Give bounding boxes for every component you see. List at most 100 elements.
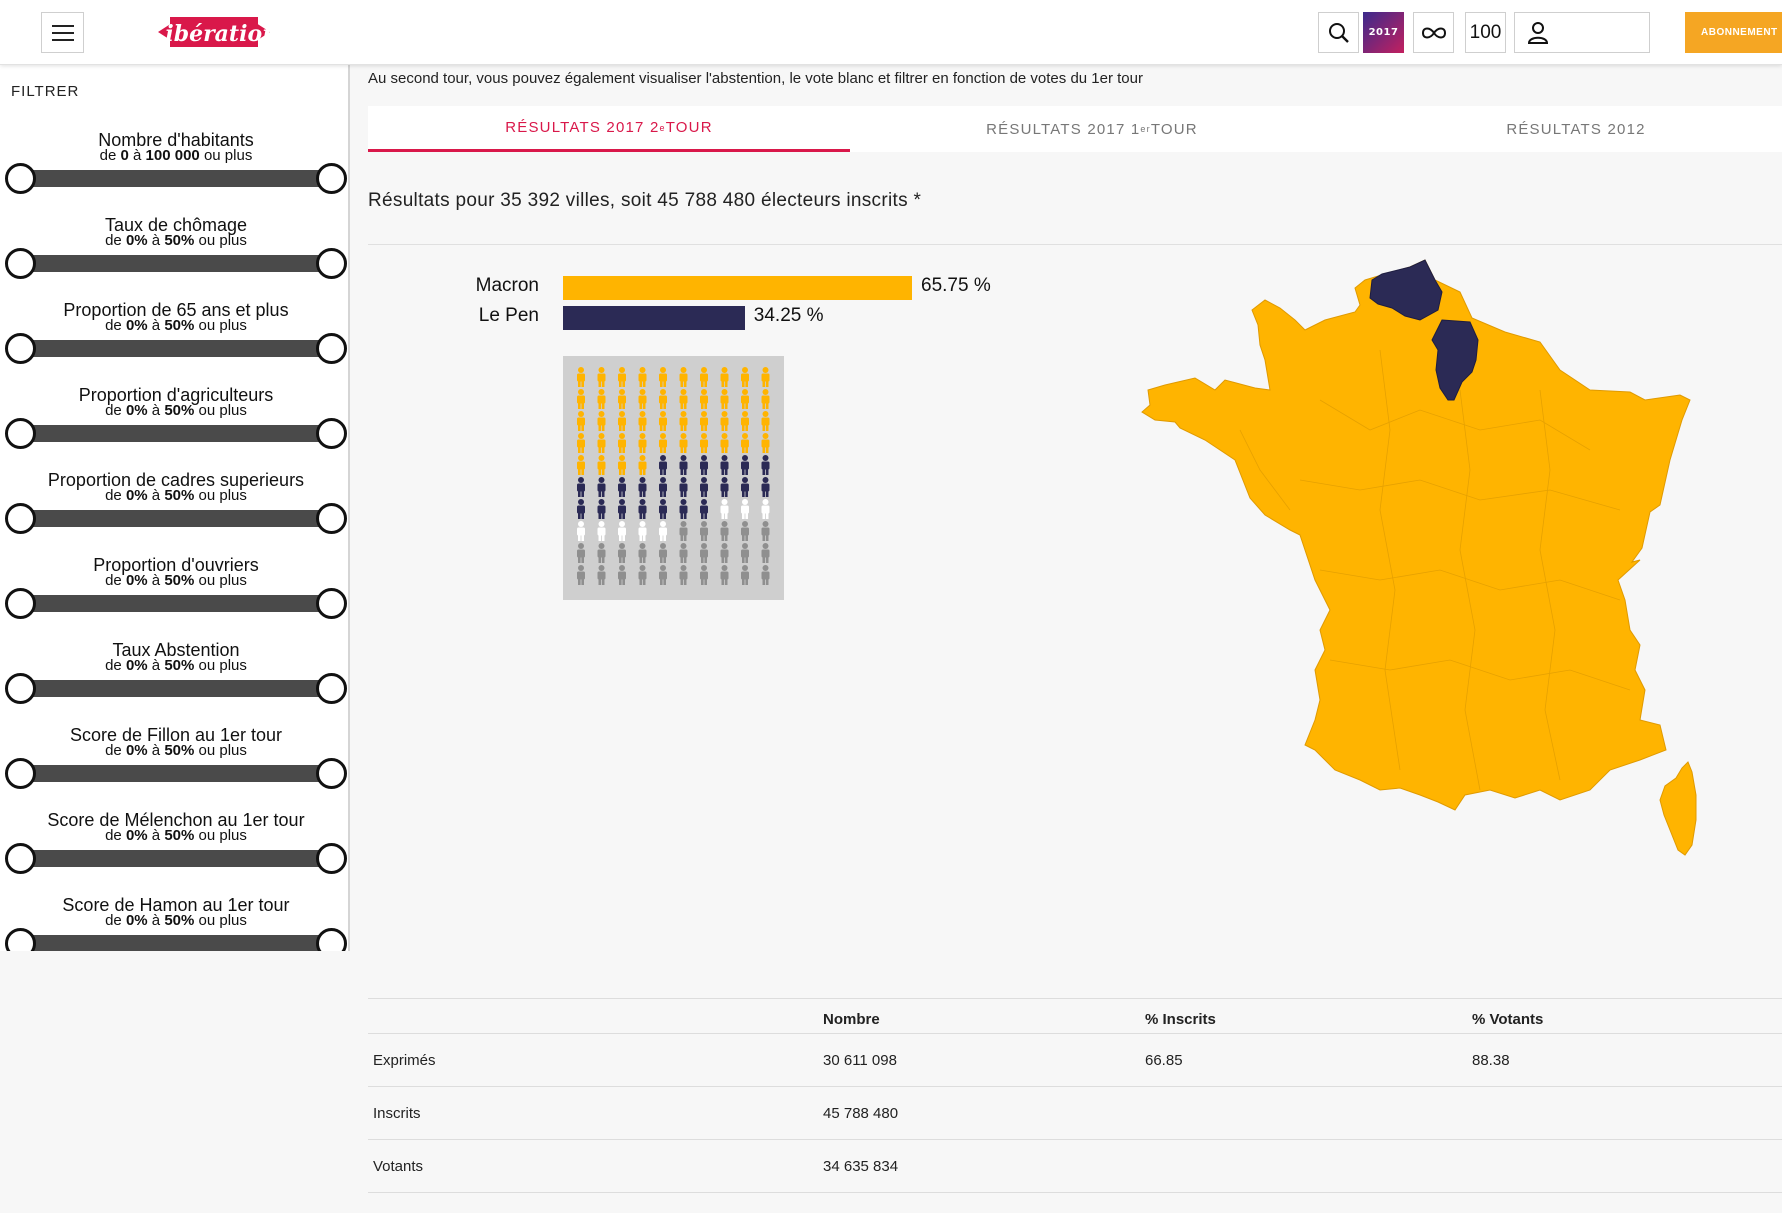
- row-label: Inscrits: [373, 1105, 421, 1122]
- france-results-map[interactable]: [1120, 250, 1700, 860]
- slider-track[interactable]: [20, 255, 332, 272]
- person-icon: [577, 455, 585, 475]
- filter-slider: Proportion d'agriculteurs de 0% à 50% ou …: [0, 385, 348, 470]
- filter-title: Taux de chômage: [104, 215, 248, 235]
- hamburger-menu-icon[interactable]: [41, 12, 84, 53]
- slider-min-handle[interactable]: [5, 163, 36, 194]
- person-icon: [597, 411, 606, 431]
- slider-max-handle[interactable]: [316, 758, 347, 789]
- cell-nombre: 34 635 834: [823, 1158, 899, 1175]
- slider-track[interactable]: [20, 850, 332, 867]
- filter-range: de 0% à 50% ou plus: [105, 657, 247, 674]
- map-france-mainland[interactable]: [1141, 259, 1691, 811]
- person-icon: [761, 499, 770, 519]
- slider-max-handle[interactable]: [316, 673, 347, 704]
- slider-min-handle[interactable]: [5, 503, 36, 534]
- slider-min-handle[interactable]: [5, 588, 36, 619]
- slider-min-handle[interactable]: [5, 758, 36, 789]
- person-icon: [761, 521, 770, 541]
- slider-track[interactable]: [20, 765, 332, 782]
- filter-sidebar: FILTRER Nombre d'habitants de 0 à 100 000…: [0, 65, 350, 951]
- tab-resultats-2017-1er-tour[interactable]: RÉSULTATS 2017 1 er TOUR: [986, 120, 1198, 138]
- filter-title: Score de Mélenchon au 1er tour: [47, 810, 305, 830]
- slider-max-handle[interactable]: [316, 163, 347, 194]
- slider-min-handle[interactable]: [5, 333, 36, 364]
- slider-max-handle[interactable]: [316, 418, 347, 449]
- map-department-pas-de-calais[interactable]: [1369, 259, 1443, 321]
- slider-min-handle[interactable]: [5, 928, 36, 951]
- person-icon: [659, 433, 667, 453]
- map-corsica[interactable]: [1659, 761, 1697, 856]
- slider-min-handle[interactable]: [5, 843, 36, 874]
- person-icon: [720, 455, 729, 475]
- filter-range: de 0% à 50% ou plus: [105, 402, 247, 419]
- liberation-logo[interactable]: Libération: [158, 11, 270, 53]
- person-icon: [618, 543, 626, 563]
- person-icon: [659, 543, 667, 563]
- voters-pictogram: [563, 356, 784, 600]
- person-icon: [741, 455, 749, 475]
- person-icon: [577, 411, 585, 431]
- filter-slider: Score de Hamon au 1er tour de 0% à 50% ou…: [0, 895, 348, 951]
- person-icon: [638, 411, 647, 431]
- filter-slider: Score de Mélenchon au 1er tour de 0% à 50…: [0, 810, 348, 895]
- filter-slider: Proportion d'ouvriers de 0% à 50% ou plus: [0, 555, 348, 640]
- candidate-label-macron: Macron: [475, 275, 539, 296]
- person-icon: [659, 411, 667, 431]
- top-100-button[interactable]: 100: [1465, 12, 1506, 53]
- map-department-aisne[interactable]: [1431, 319, 1479, 401]
- person-icon: [679, 543, 688, 563]
- slider-max-handle[interactable]: [316, 248, 347, 279]
- slider-track[interactable]: [20, 935, 332, 951]
- person-icon: [679, 389, 688, 409]
- slider-track[interactable]: [20, 425, 332, 442]
- person-icon: [618, 477, 626, 497]
- value-label-lepen: 34.25 %: [753, 305, 824, 326]
- top-header: Libération 2017 100 ABONNEMENT: [0, 0, 1782, 65]
- filter-slider: Proportion de 65 ans et plus de 0% à 50% …: [0, 300, 348, 385]
- slider-track[interactable]: [20, 510, 332, 527]
- person-icon: [720, 411, 729, 431]
- slider-track[interactable]: [20, 340, 332, 357]
- tab-resultats-2012[interactable]: RÉSULTATS 2012: [1506, 120, 1646, 138]
- person-icon: [741, 367, 749, 387]
- results-summary: Résultats pour 35 392 villes, soit 45 78…: [368, 190, 922, 211]
- person-icon: [659, 455, 667, 475]
- slider-max-handle[interactable]: [316, 588, 347, 619]
- person-icon: [638, 367, 647, 387]
- search-button[interactable]: [1318, 12, 1359, 53]
- filter-slider: Nombre d'habitants de 0 à 100 000 ou plus: [0, 130, 348, 215]
- person-icon: [741, 477, 749, 497]
- slider-track[interactable]: [20, 680, 332, 697]
- slider-max-handle[interactable]: [316, 333, 347, 364]
- person-icon: [720, 565, 729, 585]
- slider-max-handle[interactable]: [316, 843, 347, 874]
- person-icon: [638, 477, 647, 497]
- slider-track[interactable]: [20, 170, 332, 187]
- person-icon: [679, 411, 688, 431]
- person-icon: [618, 455, 626, 475]
- person-icon: [597, 499, 606, 519]
- election-2017-badge[interactable]: 2017: [1363, 12, 1404, 53]
- subscribe-button[interactable]: ABONNEMENT: [1685, 12, 1782, 53]
- slider-min-handle[interactable]: [5, 418, 36, 449]
- row-label: Votants: [373, 1158, 424, 1175]
- slider-min-handle[interactable]: [5, 248, 36, 279]
- slider-min-handle[interactable]: [5, 673, 36, 704]
- person-icon: [659, 499, 667, 519]
- person-icon: [720, 543, 729, 563]
- divider: [368, 244, 1782, 245]
- value-label-macron: 65.75 %: [921, 275, 991, 296]
- slider-max-handle[interactable]: [316, 503, 347, 534]
- person-icon: [700, 433, 708, 453]
- sidebar-title: FILTRER: [11, 83, 80, 100]
- person-icon: [638, 389, 647, 409]
- infinity-button[interactable]: [1413, 12, 1454, 53]
- slider-track[interactable]: [20, 595, 332, 612]
- person-icon: [577, 389, 585, 409]
- person-icon: [761, 433, 770, 453]
- search-icon: [1328, 22, 1349, 43]
- slider-max-handle[interactable]: [316, 928, 347, 951]
- account-button[interactable]: [1514, 12, 1650, 53]
